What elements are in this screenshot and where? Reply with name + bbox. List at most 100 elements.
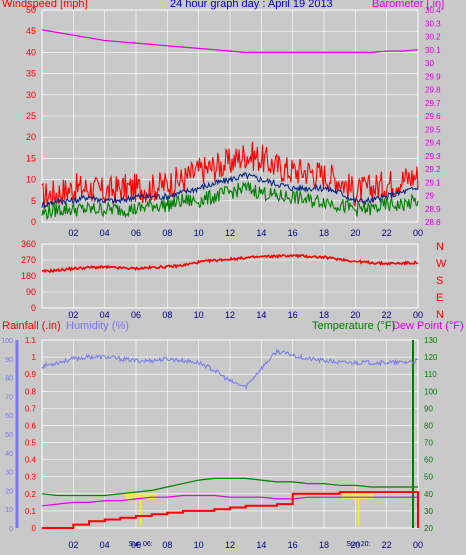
y-tick-label: 0.6	[25, 421, 37, 430]
x-tick-label: 20	[350, 540, 360, 550]
dewpoint-title: Dew Point (°F)	[392, 320, 464, 332]
humidity-tick-label: 30	[5, 470, 13, 477]
y-tick-label: 0.1	[25, 507, 37, 516]
humidity-tick-label: 60	[5, 413, 13, 420]
y-tick-label: 0.4	[25, 456, 37, 465]
humidity-tick-label: 80	[5, 376, 13, 383]
y-tick-label: 25	[26, 111, 36, 121]
x-tick-label: 18	[319, 228, 329, 238]
x-tick-label: 02	[68, 228, 78, 238]
series-line	[41, 141, 419, 209]
x-tick-label: 16	[288, 228, 298, 238]
y-tick-label: 360	[21, 239, 36, 249]
y2-tick-label: 30.2	[425, 33, 441, 42]
y2-tick-label: 130	[424, 336, 438, 345]
y2-tick-label: 50	[424, 473, 433, 482]
x-tick-label: 08	[162, 310, 172, 320]
y2-tick-label: 28.8	[425, 218, 441, 227]
y-tick-label: 35	[26, 69, 36, 79]
y2-tick-label: 29.9	[425, 72, 441, 81]
x-tick-label: 14	[256, 228, 266, 238]
series-line	[41, 494, 418, 507]
x-tick-label: 16	[288, 540, 298, 550]
y-tick-label: 20	[26, 132, 36, 142]
y2-tick-label: 29.5	[425, 125, 441, 134]
y-tick-label: 0.3	[25, 473, 37, 482]
sun-band	[124, 493, 157, 499]
y-tick-label: 45	[26, 26, 36, 36]
y2-tick-label: 30	[425, 59, 434, 68]
humidity-tick-label: 100	[1, 338, 13, 345]
y2-tick-label: 100	[424, 387, 438, 396]
y-tick-label: 180	[21, 271, 36, 281]
humidity-tick-label: 40	[5, 451, 13, 458]
x-tick-label: 04	[100, 228, 110, 238]
series-line	[41, 181, 419, 221]
series-line	[41, 477, 418, 497]
y2-tick-label: 110	[424, 370, 437, 379]
x-tick-label: 12	[225, 228, 235, 238]
y2-tick-label: 90	[424, 404, 433, 413]
y-tick-label: 0	[31, 303, 36, 313]
y-tick-label: 15	[26, 153, 36, 163]
x-tick-label: 06	[131, 228, 141, 238]
x-tick-label: 18	[319, 540, 329, 550]
y-tick-label: 0	[32, 524, 37, 533]
x-tick-label: 10	[194, 310, 204, 320]
y-tick-label: 0.7	[25, 404, 37, 413]
x-tick-label: 04	[100, 310, 110, 320]
humidity-tick-label: 0	[9, 526, 13, 533]
sun-band	[342, 493, 375, 499]
x-tick-label: 22	[382, 228, 392, 238]
x-tick-label: 08	[162, 228, 172, 238]
x-tick-label: 12	[225, 540, 235, 550]
series-line	[41, 253, 419, 274]
x-tick-label: 22	[382, 540, 392, 550]
x-tick-label: 06	[131, 540, 141, 550]
y2-tick-label: 40	[424, 490, 433, 499]
humidity-tick-label: 90	[5, 357, 13, 364]
y2-tick-label: 29	[425, 192, 434, 201]
y2-tick-label: 120	[424, 353, 438, 362]
y-tick-label: 30	[26, 90, 36, 100]
humidity-tick-label: 70	[5, 394, 13, 401]
y2-tick-label: 30.4	[425, 6, 441, 15]
x-tick-label: 20	[350, 310, 360, 320]
sun-label: Sun 06:	[129, 541, 153, 548]
x-tick-label: 22	[382, 310, 392, 320]
graph-title: 24 hour graph day : April 19 2013	[170, 0, 333, 10]
y-tick-label: 5	[31, 196, 36, 206]
x-tick-label: 20	[350, 228, 360, 238]
y-tick-label: 0.9	[25, 370, 37, 379]
windspeed-title: Windspeed [mph]	[2, 0, 88, 10]
x-tick-label: 14	[256, 310, 266, 320]
x-tick-label: 00	[413, 310, 423, 320]
y2-tick-label: 29.4	[425, 139, 441, 148]
y2-tick-label: 60	[424, 456, 433, 465]
y-tick-label: 1.1	[25, 336, 37, 345]
sun-label: Sun 20:	[346, 541, 370, 548]
y2-tick-label: 30.3	[425, 19, 441, 28]
x-tick-label: 14	[256, 540, 266, 550]
x-tick-label: 04	[100, 540, 110, 550]
x-tick-label: 12	[225, 310, 235, 320]
barometer-title: Barometer [.in]	[372, 0, 445, 10]
x-tick-label: 10	[194, 540, 204, 550]
y2-tick-label: 30.1	[425, 46, 441, 55]
compass-label: S	[436, 275, 443, 287]
y-tick-label: 90	[26, 287, 36, 297]
y-tick-label: 0.2	[25, 490, 37, 499]
x-tick-label: 06	[131, 310, 141, 320]
y-tick-label: 0.5	[25, 439, 37, 448]
y2-tick-label: 29.6	[425, 112, 441, 121]
compass-label: N	[436, 309, 444, 321]
humidity-tick-label: 20	[5, 488, 13, 495]
humidity-tick-label: 10	[5, 507, 13, 514]
y-tick-label: 40	[26, 47, 36, 57]
y2-tick-label: 29.3	[425, 152, 441, 161]
y-tick-label: 10	[26, 175, 36, 185]
y2-tick-label: 29.8	[425, 86, 441, 95]
compass-label: N	[436, 241, 444, 253]
y2-tick-label: 70	[424, 439, 433, 448]
